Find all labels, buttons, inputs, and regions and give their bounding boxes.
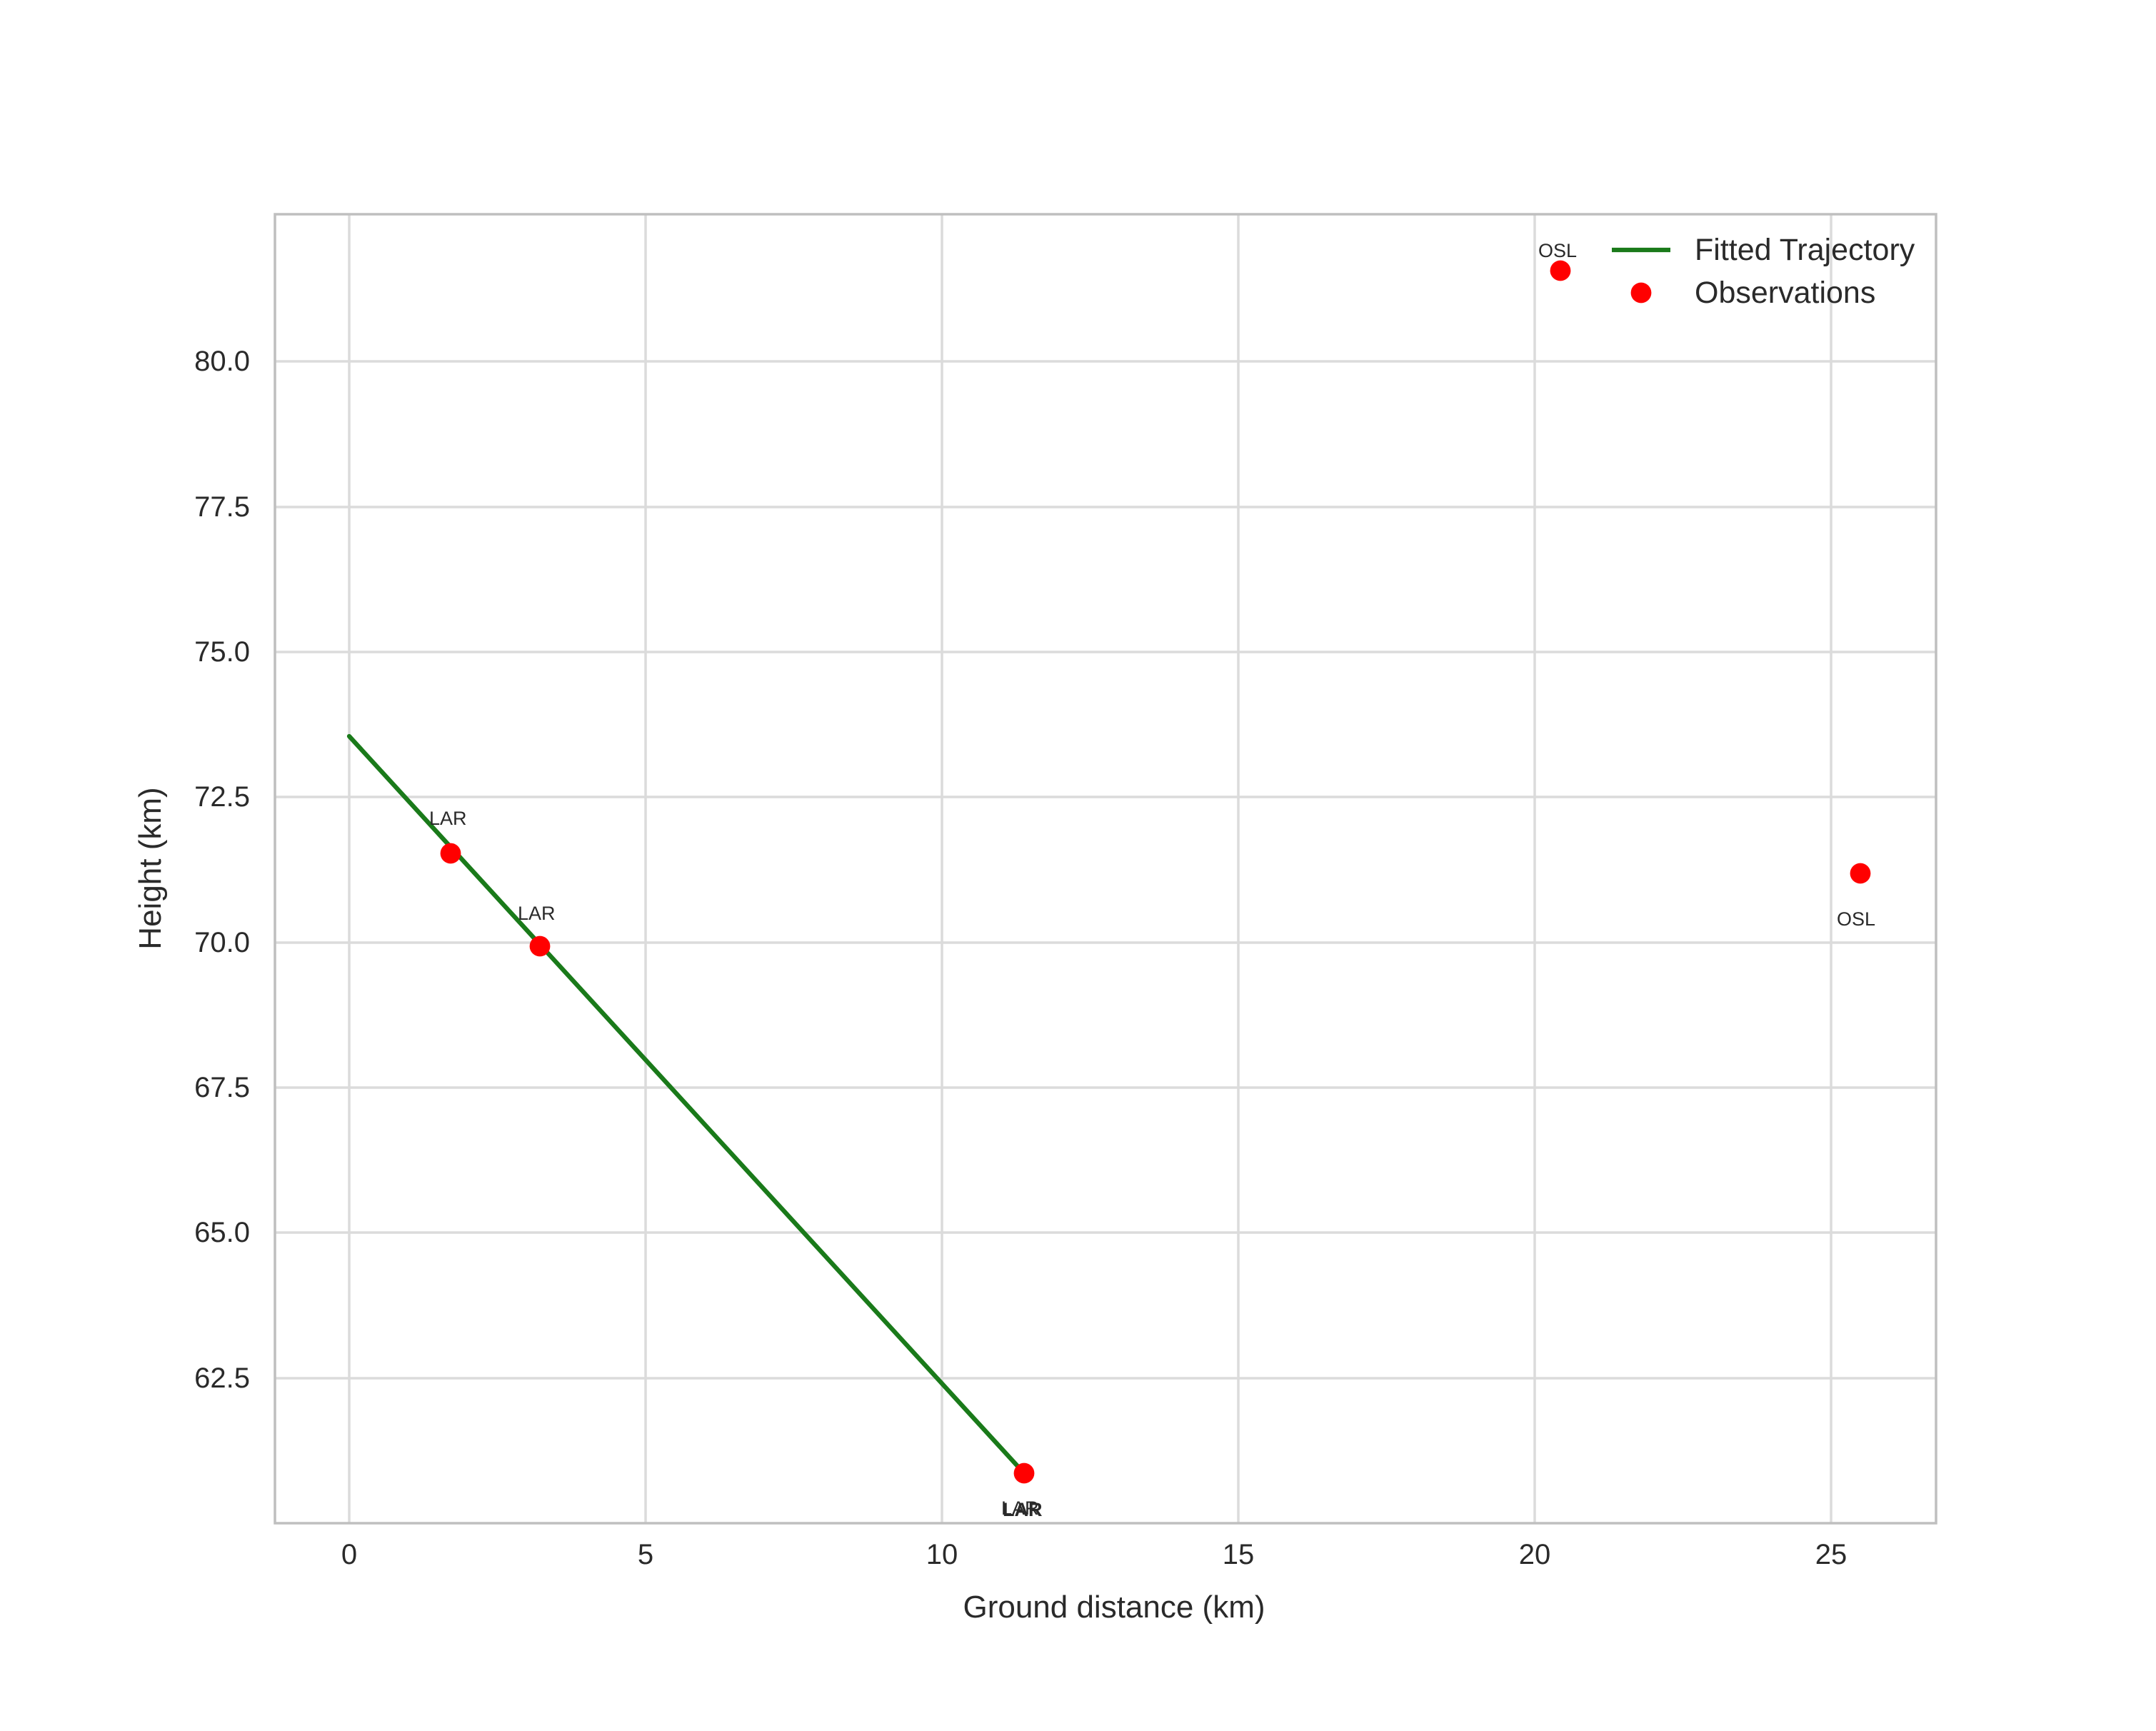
svg-text:80.0: 80.0 [194, 346, 250, 377]
svg-text:LAR: LAR [518, 903, 556, 924]
svg-text:0: 0 [341, 1539, 357, 1570]
svg-text:20: 20 [1519, 1539, 1551, 1570]
svg-text:65.0: 65.0 [194, 1217, 250, 1248]
svg-text:77.5: 77.5 [194, 491, 250, 523]
svg-text:62.5: 62.5 [194, 1363, 250, 1394]
svg-text:LAR: LAR [429, 808, 467, 829]
svg-text:67.5: 67.5 [194, 1072, 250, 1103]
svg-text:LAR: LAR [1003, 1499, 1043, 1520]
svg-text:Observations: Observations [1695, 276, 1875, 310]
svg-text:Height (km): Height (km) [133, 787, 168, 949]
svg-text:OSL: OSL [1837, 908, 1875, 930]
svg-text:Ground distance (km): Ground distance (km) [963, 1590, 1265, 1625]
svg-text:70.0: 70.0 [194, 927, 250, 958]
svg-text:Fitted Trajectory: Fitted Trajectory [1695, 233, 1915, 267]
svg-text:5: 5 [638, 1539, 653, 1570]
svg-text:25: 25 [1815, 1539, 1847, 1570]
svg-text:OSL: OSL [1538, 240, 1577, 261]
svg-text:72.5: 72.5 [194, 781, 250, 813]
svg-text:75.0: 75.0 [194, 636, 250, 668]
svg-text:10: 10 [926, 1539, 958, 1570]
svg-text:15: 15 [1223, 1539, 1255, 1570]
